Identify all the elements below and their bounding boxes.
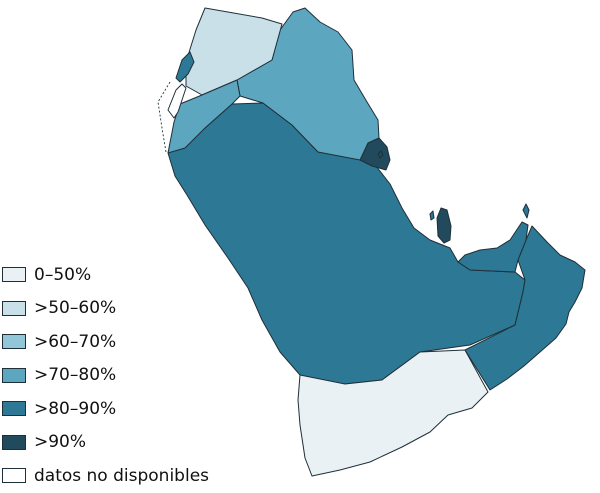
legend-label: >70–80%	[34, 365, 117, 386]
legend-label: 0–50%	[34, 264, 92, 285]
legend-swatch	[2, 434, 26, 450]
legend-swatch	[2, 334, 26, 350]
legend-item: >50–60%	[0, 292, 280, 326]
legend-label: >50–60%	[34, 298, 117, 319]
legend-item: 0–50%	[0, 258, 280, 292]
legend-item: >80–90%	[0, 392, 280, 426]
legend-label: >90%	[34, 432, 87, 453]
palestine-dashed-border	[157, 81, 171, 153]
legend-swatch	[2, 401, 26, 417]
legend-swatch	[2, 468, 26, 484]
legend-swatch	[2, 267, 26, 283]
region-oman-musandam[interactable]	[522, 203, 530, 219]
legend-item: >70–80%	[0, 359, 280, 393]
region-yemen[interactable]	[297, 349, 489, 477]
legend-item: datos no disponibles	[0, 459, 280, 493]
region-island[interactable]	[377, 150, 384, 159]
legend-label: datos no disponibles	[34, 465, 210, 486]
region-bahrain[interactable]	[429, 210, 435, 221]
legend: 0–50% >50–60% >60–70% >70–80% >80–90% >9…	[0, 258, 280, 493]
region-iraq[interactable]	[236, 7, 380, 161]
legend-swatch	[2, 300, 26, 316]
region-lebanon[interactable]	[175, 51, 195, 83]
legend-item: >90%	[0, 426, 280, 460]
region-oman[interactable]	[464, 225, 586, 391]
region-qatar[interactable]	[436, 207, 452, 244]
legend-swatch	[2, 367, 26, 383]
legend-label: >80–90%	[34, 398, 117, 419]
region-syria[interactable]	[185, 7, 283, 96]
region-uae[interactable]	[457, 221, 529, 273]
legend-item: >60–70%	[0, 325, 280, 359]
region-israel[interactable]	[167, 83, 187, 119]
legend-label: >60–70%	[34, 331, 117, 352]
